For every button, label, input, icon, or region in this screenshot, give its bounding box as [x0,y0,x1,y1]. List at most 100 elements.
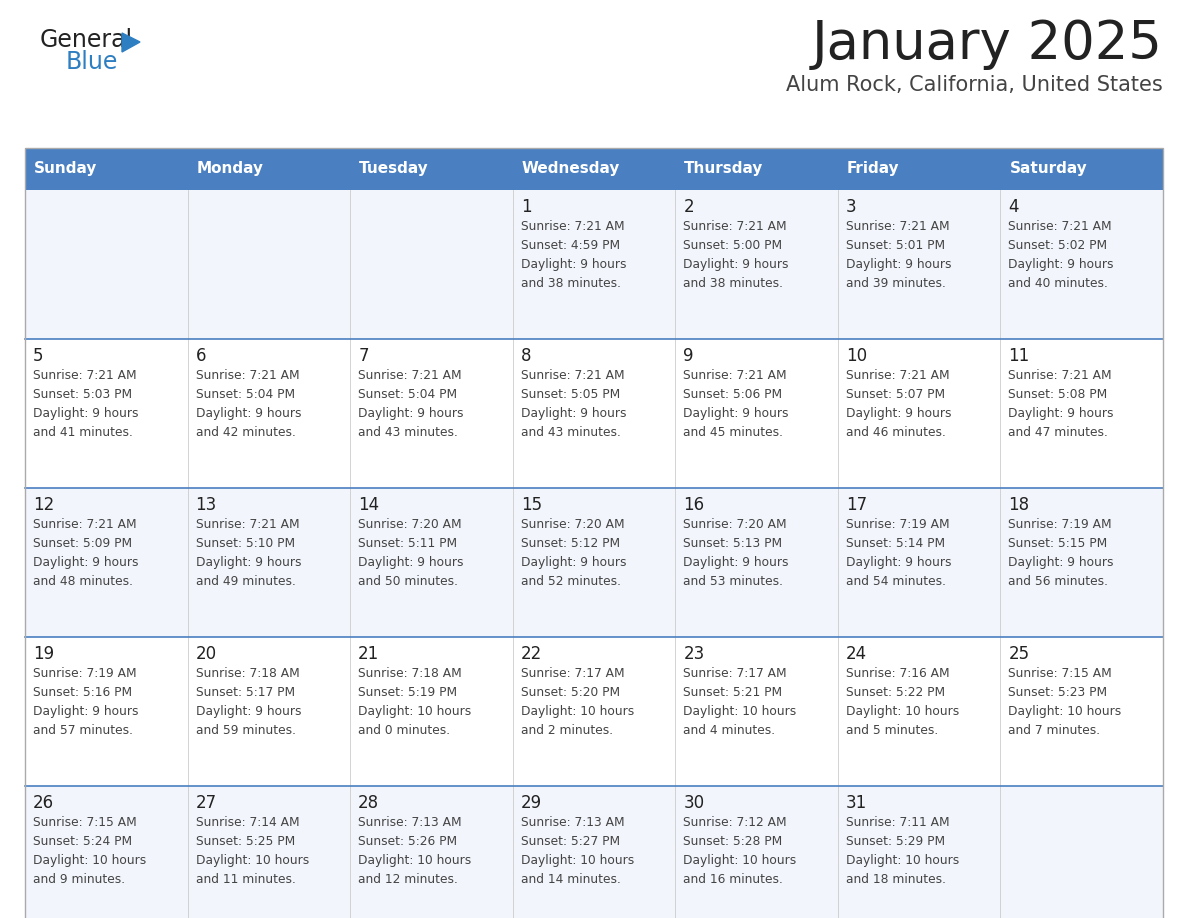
Text: Sunset: 5:22 PM: Sunset: 5:22 PM [846,686,944,699]
Text: and 43 minutes.: and 43 minutes. [358,426,459,439]
Text: Daylight: 9 hours: Daylight: 9 hours [358,407,463,420]
Text: 13: 13 [196,496,217,514]
Text: and 53 minutes.: and 53 minutes. [683,575,783,588]
Text: Daylight: 10 hours: Daylight: 10 hours [846,854,959,867]
Text: Sunrise: 7:21 AM: Sunrise: 7:21 AM [846,369,949,382]
Text: Sunset: 5:21 PM: Sunset: 5:21 PM [683,686,783,699]
Text: Sunrise: 7:21 AM: Sunrise: 7:21 AM [33,518,137,531]
Text: and 43 minutes.: and 43 minutes. [520,426,620,439]
Text: Daylight: 9 hours: Daylight: 9 hours [846,407,952,420]
Text: Daylight: 9 hours: Daylight: 9 hours [683,407,789,420]
Text: 15: 15 [520,496,542,514]
Text: and 18 minutes.: and 18 minutes. [846,873,946,886]
Text: Sunset: 5:24 PM: Sunset: 5:24 PM [33,835,132,848]
Text: 2: 2 [683,198,694,216]
Text: and 50 minutes.: and 50 minutes. [358,575,459,588]
FancyBboxPatch shape [25,148,1163,190]
Text: Sunrise: 7:21 AM: Sunrise: 7:21 AM [520,220,625,233]
Text: 17: 17 [846,496,867,514]
Text: 23: 23 [683,645,704,663]
Text: Sunrise: 7:13 AM: Sunrise: 7:13 AM [358,816,462,829]
Text: Sunrise: 7:16 AM: Sunrise: 7:16 AM [846,667,949,680]
Text: 29: 29 [520,794,542,812]
Text: Daylight: 9 hours: Daylight: 9 hours [683,556,789,569]
Text: Sunrise: 7:19 AM: Sunrise: 7:19 AM [1009,518,1112,531]
Text: Daylight: 10 hours: Daylight: 10 hours [33,854,146,867]
Text: Daylight: 9 hours: Daylight: 9 hours [196,407,301,420]
Text: Sunrise: 7:19 AM: Sunrise: 7:19 AM [846,518,949,531]
Text: Sunset: 4:59 PM: Sunset: 4:59 PM [520,239,620,252]
Text: Sunset: 5:00 PM: Sunset: 5:00 PM [683,239,783,252]
Text: Daylight: 9 hours: Daylight: 9 hours [520,258,626,271]
Text: Daylight: 9 hours: Daylight: 9 hours [846,556,952,569]
Text: Sunrise: 7:21 AM: Sunrise: 7:21 AM [196,369,299,382]
Text: Sunrise: 7:11 AM: Sunrise: 7:11 AM [846,816,949,829]
Text: Sunset: 5:06 PM: Sunset: 5:06 PM [683,388,783,401]
Text: Sunday: Sunday [34,162,97,176]
Text: Sunset: 5:07 PM: Sunset: 5:07 PM [846,388,944,401]
FancyBboxPatch shape [25,190,1163,339]
Text: Sunrise: 7:17 AM: Sunrise: 7:17 AM [683,667,786,680]
Text: Daylight: 10 hours: Daylight: 10 hours [520,705,634,718]
Text: Tuesday: Tuesday [359,162,429,176]
Text: 11: 11 [1009,347,1030,365]
Text: Sunset: 5:26 PM: Sunset: 5:26 PM [358,835,457,848]
Text: Sunrise: 7:20 AM: Sunrise: 7:20 AM [520,518,625,531]
Text: 19: 19 [33,645,55,663]
Text: and 38 minutes.: and 38 minutes. [683,277,783,290]
Text: Daylight: 10 hours: Daylight: 10 hours [196,854,309,867]
Text: 3: 3 [846,198,857,216]
Text: 16: 16 [683,496,704,514]
Text: Sunset: 5:23 PM: Sunset: 5:23 PM [1009,686,1107,699]
Text: 30: 30 [683,794,704,812]
Text: Sunrise: 7:18 AM: Sunrise: 7:18 AM [358,667,462,680]
Text: Sunset: 5:12 PM: Sunset: 5:12 PM [520,537,620,550]
Text: Sunset: 5:05 PM: Sunset: 5:05 PM [520,388,620,401]
Text: and 39 minutes.: and 39 minutes. [846,277,946,290]
Text: Sunrise: 7:21 AM: Sunrise: 7:21 AM [358,369,462,382]
Text: 7: 7 [358,347,368,365]
Text: 31: 31 [846,794,867,812]
Text: 1: 1 [520,198,531,216]
Text: Saturday: Saturday [1010,162,1087,176]
Text: Sunset: 5:11 PM: Sunset: 5:11 PM [358,537,457,550]
Text: General: General [40,28,133,52]
Text: Daylight: 9 hours: Daylight: 9 hours [1009,407,1114,420]
Text: Sunrise: 7:19 AM: Sunrise: 7:19 AM [33,667,137,680]
Text: and 48 minutes.: and 48 minutes. [33,575,133,588]
Text: 8: 8 [520,347,531,365]
Text: Sunset: 5:29 PM: Sunset: 5:29 PM [846,835,944,848]
Text: 10: 10 [846,347,867,365]
Text: Sunset: 5:01 PM: Sunset: 5:01 PM [846,239,944,252]
Text: 5: 5 [33,347,44,365]
Text: and 4 minutes.: and 4 minutes. [683,724,776,737]
Text: 21: 21 [358,645,379,663]
Text: Sunrise: 7:21 AM: Sunrise: 7:21 AM [33,369,137,382]
Text: and 42 minutes.: and 42 minutes. [196,426,296,439]
Text: Sunset: 5:27 PM: Sunset: 5:27 PM [520,835,620,848]
Text: and 45 minutes.: and 45 minutes. [683,426,783,439]
Text: Friday: Friday [847,162,899,176]
Text: and 5 minutes.: and 5 minutes. [846,724,939,737]
Text: 27: 27 [196,794,216,812]
Text: 4: 4 [1009,198,1019,216]
Text: Daylight: 10 hours: Daylight: 10 hours [683,705,796,718]
Text: 18: 18 [1009,496,1030,514]
Text: 24: 24 [846,645,867,663]
Text: Sunrise: 7:21 AM: Sunrise: 7:21 AM [1009,220,1112,233]
Text: Daylight: 9 hours: Daylight: 9 hours [358,556,463,569]
Text: and 11 minutes.: and 11 minutes. [196,873,296,886]
Text: 14: 14 [358,496,379,514]
Text: Sunset: 5:02 PM: Sunset: 5:02 PM [1009,239,1107,252]
Text: 6: 6 [196,347,206,365]
Text: Sunset: 5:09 PM: Sunset: 5:09 PM [33,537,132,550]
Text: Thursday: Thursday [684,162,764,176]
Text: Alum Rock, California, United States: Alum Rock, California, United States [786,75,1163,95]
Polygon shape [122,33,140,52]
Text: Daylight: 10 hours: Daylight: 10 hours [358,854,472,867]
Text: and 52 minutes.: and 52 minutes. [520,575,620,588]
Text: Daylight: 9 hours: Daylight: 9 hours [33,407,139,420]
Text: and 14 minutes.: and 14 minutes. [520,873,620,886]
Text: Sunrise: 7:21 AM: Sunrise: 7:21 AM [1009,369,1112,382]
Text: Sunrise: 7:18 AM: Sunrise: 7:18 AM [196,667,299,680]
